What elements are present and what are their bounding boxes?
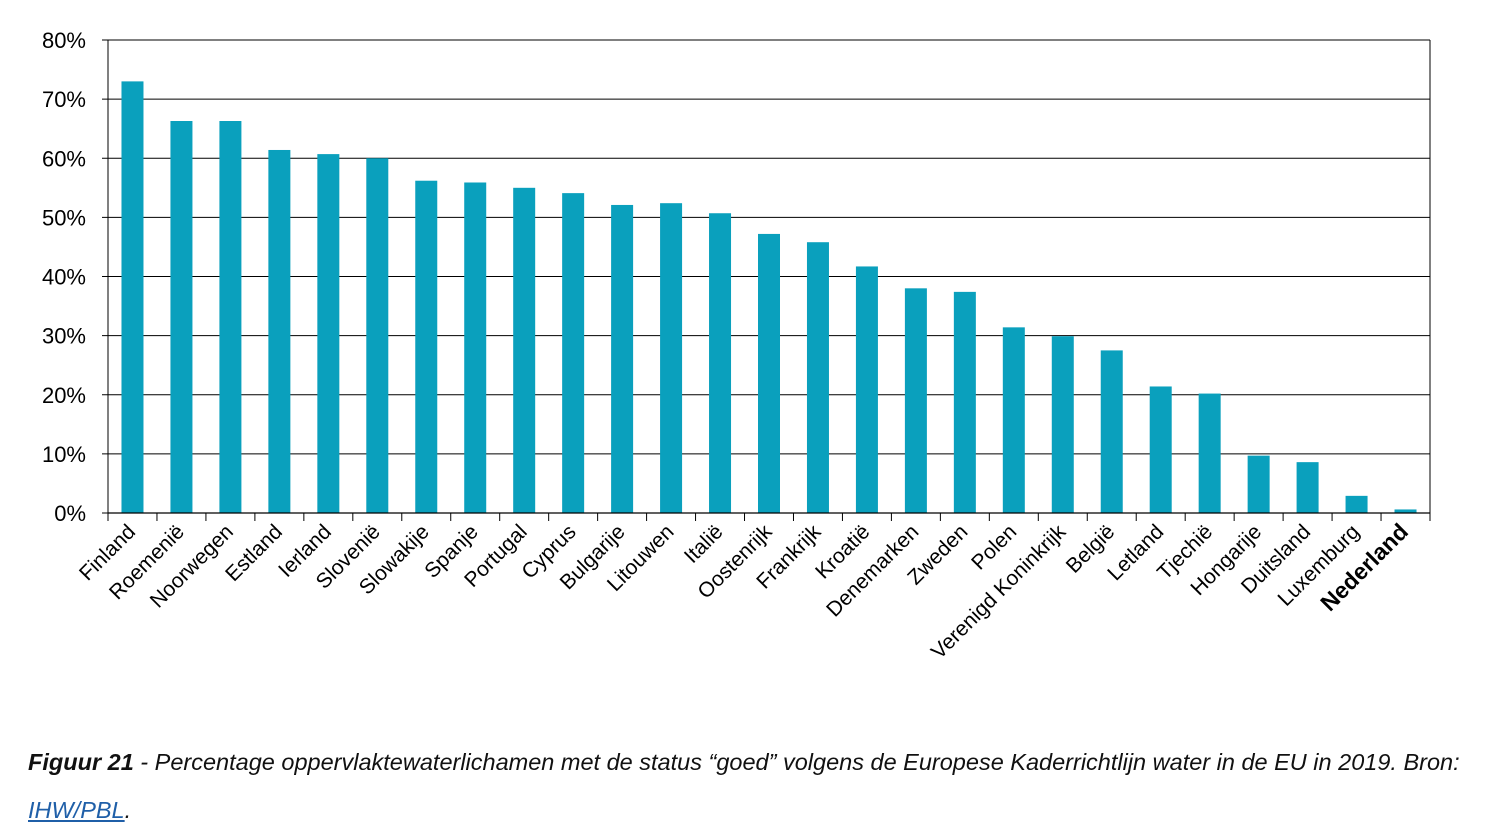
bar	[758, 233, 780, 513]
caption-end: .	[124, 797, 132, 823]
bar	[170, 121, 193, 513]
y-tick-label: 60%	[42, 146, 86, 171]
x-axis-labels: FinlandRoemeniëNoorwegenEstlandIerlandSl…	[75, 518, 1413, 664]
y-tick-label: 20%	[42, 383, 86, 408]
bar	[904, 288, 927, 513]
bar-chart: 0% 10% 20% 30% 40% 50% 60% 70% 80% FinlandRoemen…	[42, 28, 1431, 664]
y-tick-label: 30%	[42, 324, 86, 349]
y-tick-label: 40%	[42, 265, 86, 290]
bar	[1345, 495, 1368, 513]
caption-text: - Percentage oppervlaktewaterlichamen me…	[133, 749, 1460, 775]
bar	[953, 291, 976, 513]
bars	[121, 81, 1417, 514]
y-axis-ticks: 0% 10% 20% 30% 40% 50% 60% 70% 80%	[42, 28, 86, 526]
bar	[1100, 350, 1123, 513]
bar	[709, 213, 732, 513]
bar	[415, 180, 438, 513]
bar	[317, 154, 340, 513]
bar	[855, 266, 878, 513]
bar	[1198, 393, 1221, 513]
bar	[1002, 327, 1025, 513]
bar	[1247, 455, 1270, 513]
y-tick-label: 70%	[42, 87, 86, 112]
caption-label: Figuur 21	[28, 749, 134, 775]
bar	[660, 203, 683, 513]
bar	[562, 193, 585, 514]
bar	[1149, 386, 1172, 513]
figure-caption: Figuur 21 - Percentage oppervlaktewaterl…	[28, 738, 1478, 834]
y-tick-label: 50%	[42, 205, 86, 230]
x-tick-label: Letland	[1103, 520, 1168, 585]
y-tick-label: 0%	[54, 501, 86, 526]
bar	[121, 81, 144, 513]
bar	[464, 182, 487, 513]
bar	[1051, 336, 1074, 513]
bar	[611, 204, 634, 514]
bar	[1394, 509, 1417, 513]
bar	[268, 149, 291, 513]
bar	[366, 158, 389, 513]
y-tick-label: 10%	[42, 442, 86, 467]
bar	[219, 121, 242, 513]
bar	[806, 242, 829, 513]
bar	[1296, 462, 1319, 513]
source-link[interactable]: IHW/PBL	[28, 797, 125, 823]
axes	[107, 40, 1431, 521]
bar	[513, 187, 536, 513]
y-tick-label: 80%	[42, 28, 86, 53]
